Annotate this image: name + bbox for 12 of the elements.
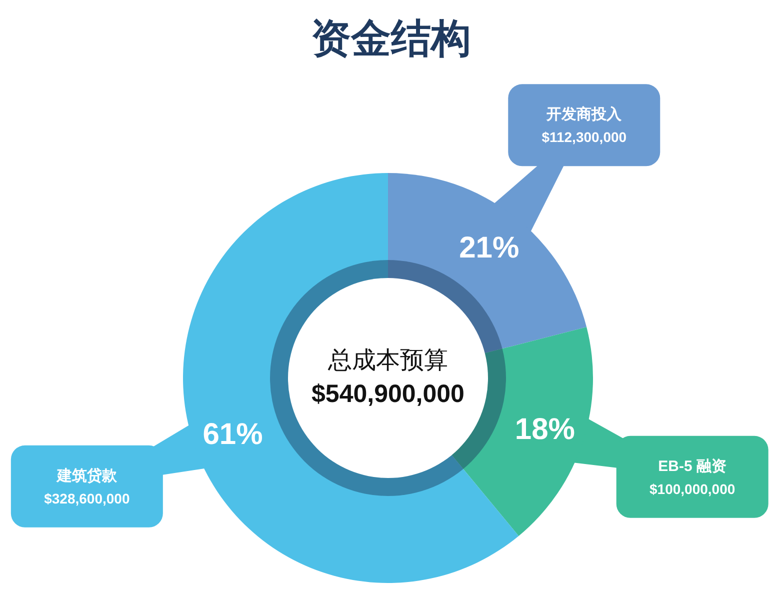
text: $328,600,000 bbox=[44, 490, 130, 506]
slice-label: EB-5 融资 bbox=[658, 458, 727, 475]
slice-label: 建筑贷款 bbox=[56, 467, 118, 484]
slice-label: 开发商投入 bbox=[546, 105, 623, 124]
data-label: 18% bbox=[514, 412, 575, 446]
text: $100,000,000 bbox=[650, 480, 736, 497]
text: 总成本预算 bbox=[327, 347, 448, 374]
text: $112,300,000 bbox=[542, 129, 627, 146]
data-label: 21% bbox=[459, 232, 520, 265]
data-label: 61% bbox=[202, 418, 263, 451]
text: $540,900,000 bbox=[312, 380, 464, 408]
chart-title: 资金结构 bbox=[311, 17, 471, 61]
